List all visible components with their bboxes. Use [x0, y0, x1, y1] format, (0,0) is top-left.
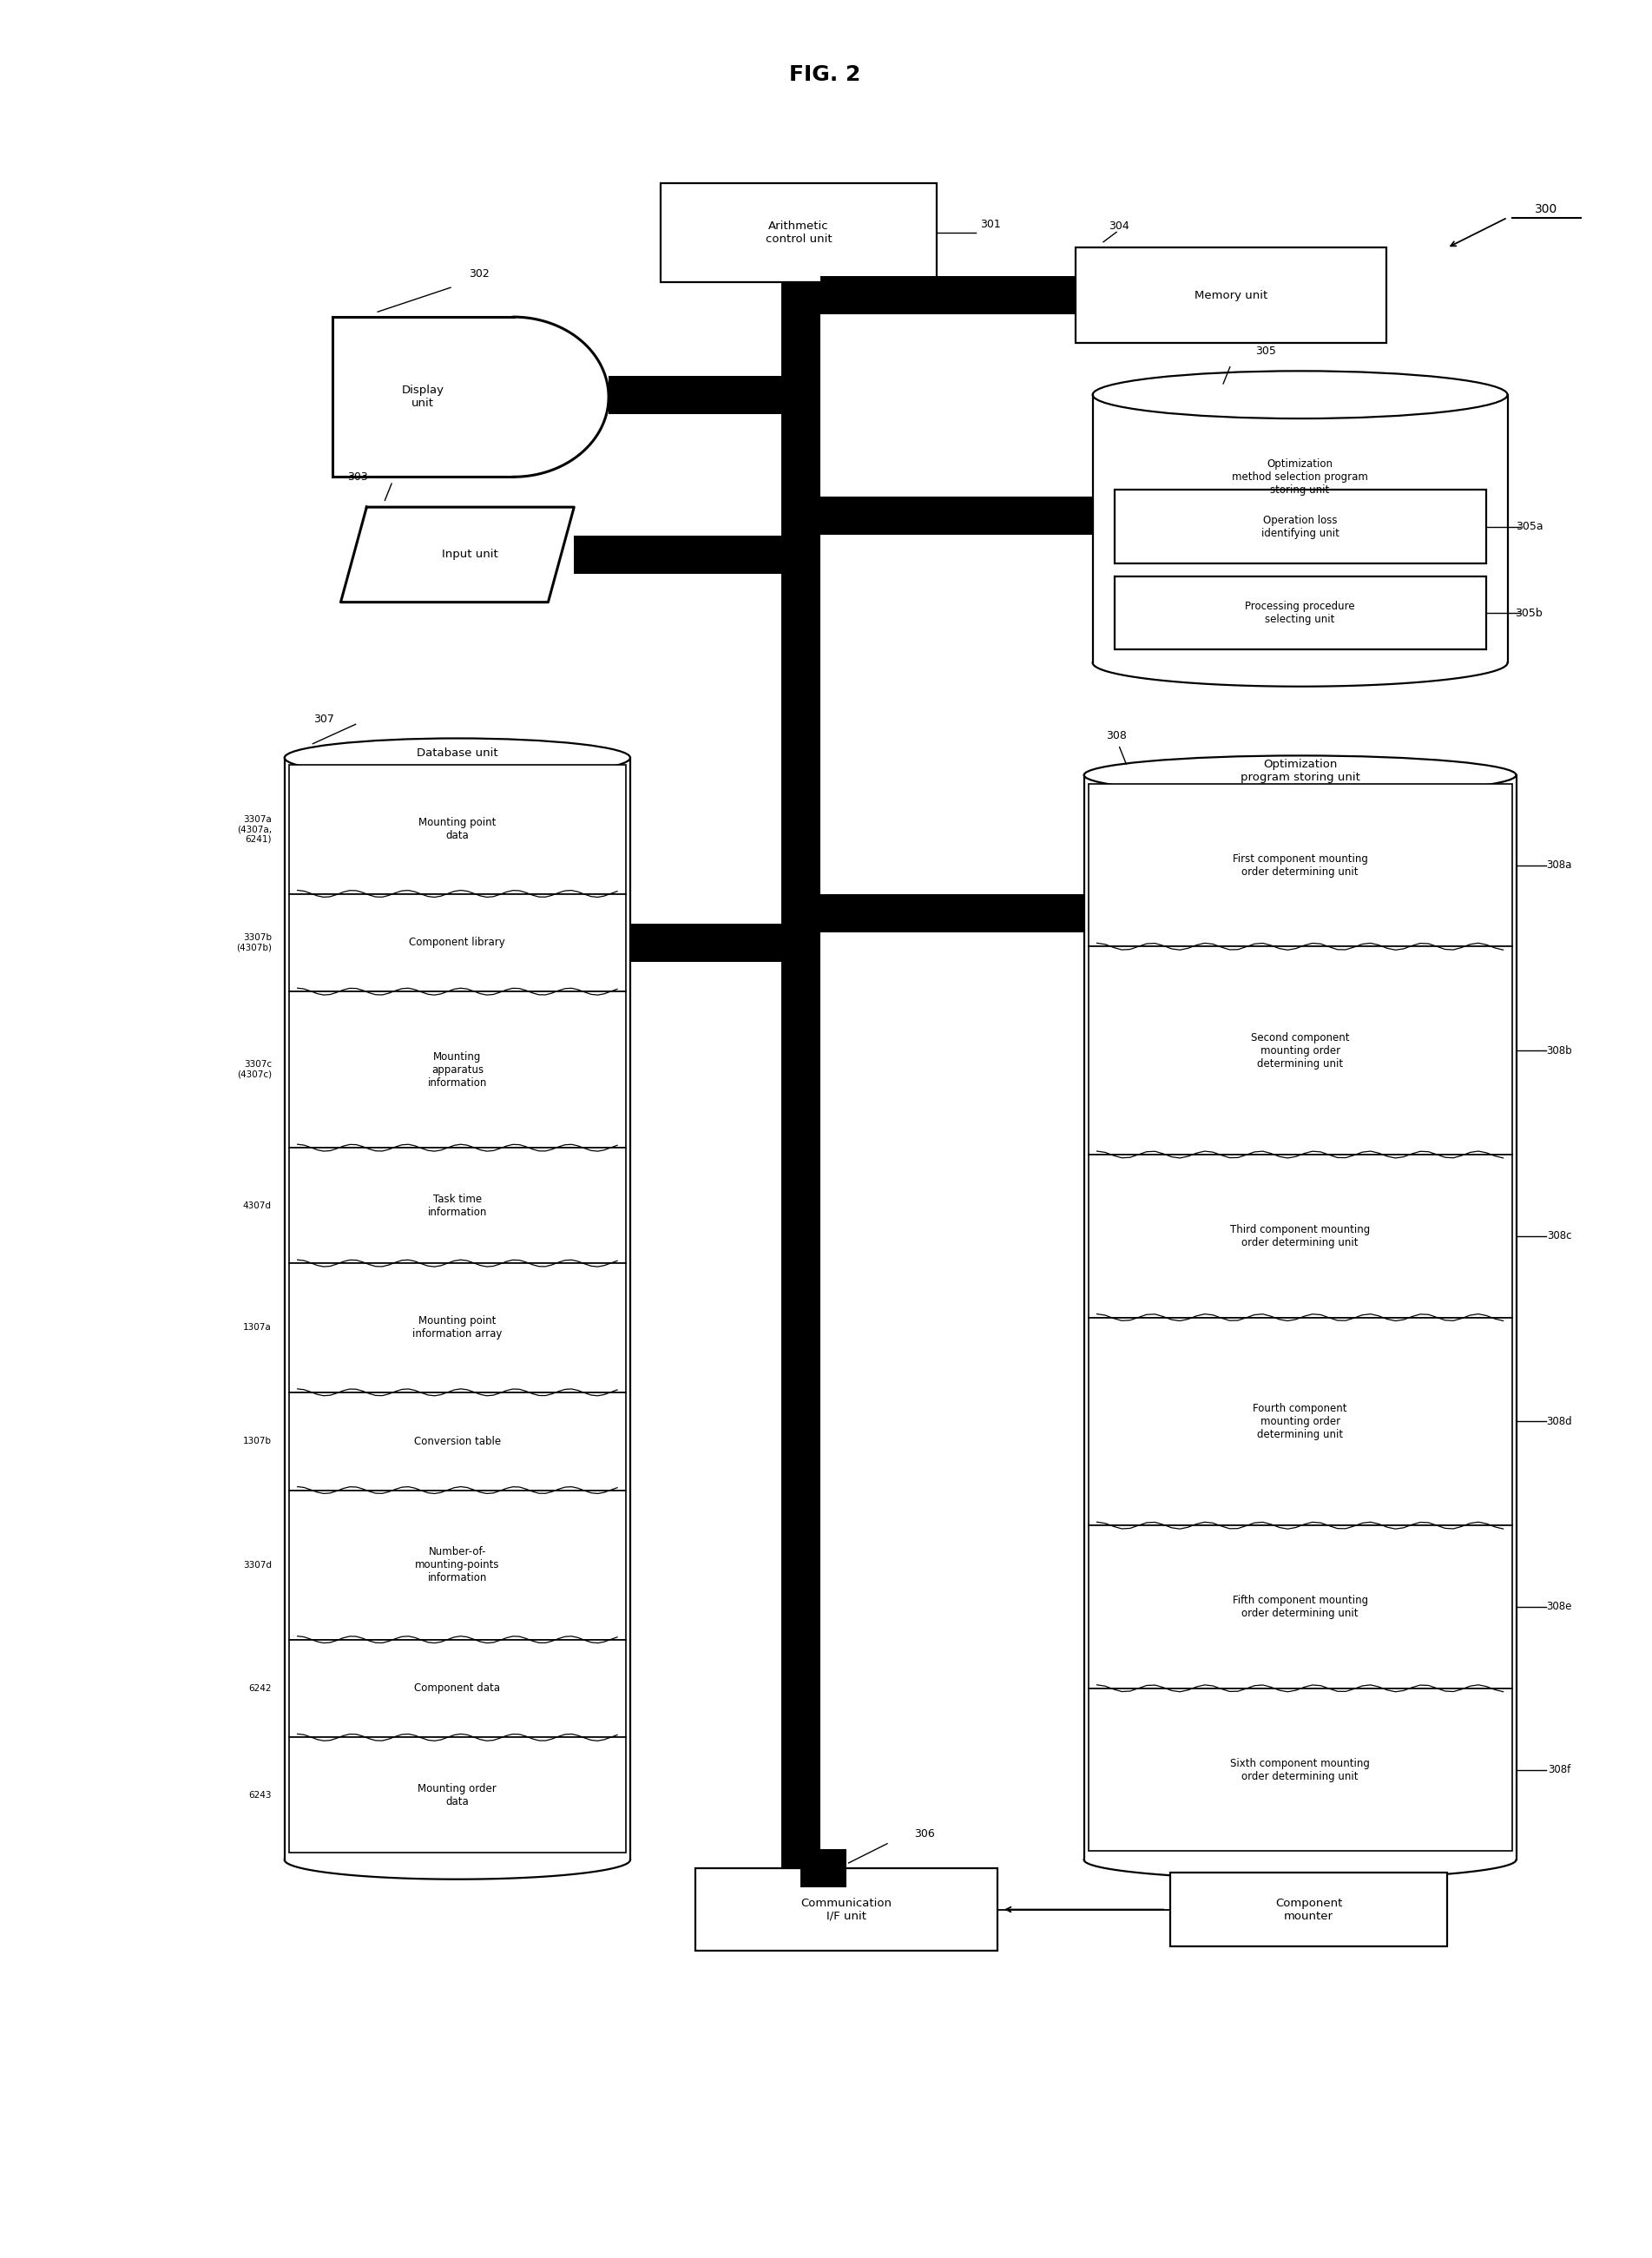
Text: 308e: 308e	[1546, 1601, 1573, 1612]
Bar	[573, 535, 781, 574]
Bar	[289, 1147, 626, 1262]
Text: Fourth component
mounting order
determining unit: Fourth component mounting order determin…	[1252, 1402, 1346, 1441]
Bar	[1092, 395, 1508, 662]
Bar	[289, 1393, 626, 1490]
Bar	[1089, 1154, 1512, 1316]
Text: 304: 304	[1108, 221, 1128, 233]
Text: 308c: 308c	[1546, 1231, 1571, 1242]
Ellipse shape	[1092, 370, 1508, 418]
Bar	[661, 183, 937, 282]
Text: Optimization
method selection program
storing unit: Optimization method selection program st…	[1232, 458, 1368, 495]
Text: Mounting point
data: Mounting point data	[418, 817, 496, 842]
Bar	[1089, 1316, 1512, 1526]
Text: 307: 307	[312, 714, 334, 725]
Bar	[1075, 248, 1386, 343]
Text: Mounting
apparatus
information: Mounting apparatus information	[428, 1050, 487, 1088]
Bar	[1113, 490, 1485, 562]
Ellipse shape	[1084, 756, 1517, 795]
Bar	[801, 1849, 846, 1888]
Text: Component data: Component data	[415, 1682, 501, 1694]
Text: Conversion table: Conversion table	[415, 1436, 501, 1447]
Bar	[284, 759, 629, 1861]
Text: 3307b
(4307b): 3307b (4307b)	[236, 933, 271, 953]
Text: Number-of-
mounting-points
information: Number-of- mounting-points information	[415, 1547, 499, 1583]
Text: Operation loss
identifying unit: Operation loss identifying unit	[1260, 515, 1340, 540]
Text: Fifth component mounting
order determining unit: Fifth component mounting order determini…	[1232, 1594, 1368, 1619]
Bar	[781, 282, 819, 1691]
Bar	[608, 375, 781, 413]
Text: Task time
information: Task time information	[428, 1194, 487, 1217]
Bar	[1089, 1689, 1512, 1852]
Text: 305: 305	[1256, 345, 1275, 357]
Text: 303: 303	[347, 472, 368, 483]
Text: Communication
I/F unit: Communication I/F unit	[801, 1897, 892, 1922]
Bar	[289, 1490, 626, 1639]
Bar	[1089, 1526, 1512, 1689]
Text: Component library: Component library	[410, 937, 506, 948]
Text: 4307d: 4307d	[243, 1201, 271, 1210]
Text: 308a: 308a	[1546, 860, 1573, 872]
Bar	[819, 275, 1075, 314]
Text: 308f: 308f	[1548, 1763, 1571, 1775]
Bar	[781, 1691, 819, 1867]
Bar	[289, 991, 626, 1147]
Bar	[289, 1262, 626, 1393]
Text: 306: 306	[914, 1829, 935, 1840]
Text: 6242: 6242	[248, 1684, 271, 1694]
Text: 300: 300	[1535, 203, 1558, 215]
Text: 305b: 305b	[1515, 607, 1543, 619]
Text: Mounting order
data: Mounting order data	[418, 1784, 497, 1806]
Text: Component
mounter: Component mounter	[1275, 1897, 1343, 1922]
Bar	[289, 894, 626, 991]
Bar	[1113, 576, 1485, 650]
Text: Mounting point
information array: Mounting point information array	[413, 1316, 502, 1339]
Bar	[695, 1867, 998, 1951]
Ellipse shape	[284, 738, 629, 777]
Bar	[289, 1639, 626, 1736]
Text: Input unit: Input unit	[443, 549, 499, 560]
Bar	[289, 1736, 626, 1854]
Bar	[1089, 946, 1512, 1154]
Text: 1307b: 1307b	[243, 1436, 271, 1445]
Text: 302: 302	[469, 269, 489, 280]
Text: 3307d: 3307d	[243, 1560, 271, 1569]
Bar	[819, 894, 1084, 933]
Bar	[819, 497, 1092, 535]
Text: Optimization
program storing unit: Optimization program storing unit	[1241, 759, 1360, 784]
Text: Processing procedure
selecting unit: Processing procedure selecting unit	[1246, 601, 1355, 625]
Bar	[1084, 774, 1517, 1861]
Text: Display
unit: Display unit	[401, 384, 444, 409]
Bar	[289, 765, 626, 894]
Text: 308b: 308b	[1546, 1045, 1573, 1057]
Text: 1307a: 1307a	[243, 1323, 271, 1332]
Text: 308: 308	[1105, 732, 1127, 743]
Text: Database unit: Database unit	[416, 747, 497, 759]
Text: First component mounting
order determining unit: First component mounting order determini…	[1232, 854, 1368, 878]
Text: 3307c
(4307c): 3307c (4307c)	[236, 1061, 271, 1079]
Bar	[801, 1849, 846, 1888]
Text: Third component mounting
order determining unit: Third component mounting order determini…	[1231, 1224, 1370, 1249]
Bar	[1170, 1872, 1447, 1946]
Text: Arithmetic
control unit: Arithmetic control unit	[765, 221, 833, 244]
Text: 305a: 305a	[1515, 522, 1543, 533]
Bar	[1089, 784, 1512, 946]
Text: Sixth component mounting
order determining unit: Sixth component mounting order determini…	[1231, 1757, 1370, 1782]
Text: 6243: 6243	[248, 1791, 271, 1800]
Text: Second component
mounting order
determining unit: Second component mounting order determin…	[1251, 1032, 1350, 1070]
Text: 3307a
(4307a,
6241): 3307a (4307a, 6241)	[236, 815, 271, 844]
Polygon shape	[340, 508, 573, 603]
Text: Memory unit: Memory unit	[1194, 289, 1267, 300]
Text: 308d: 308d	[1546, 1416, 1573, 1427]
Text: FIG. 2: FIG. 2	[790, 65, 861, 86]
Bar	[629, 924, 781, 962]
Text: 301: 301	[980, 219, 1001, 230]
Polygon shape	[332, 316, 608, 476]
